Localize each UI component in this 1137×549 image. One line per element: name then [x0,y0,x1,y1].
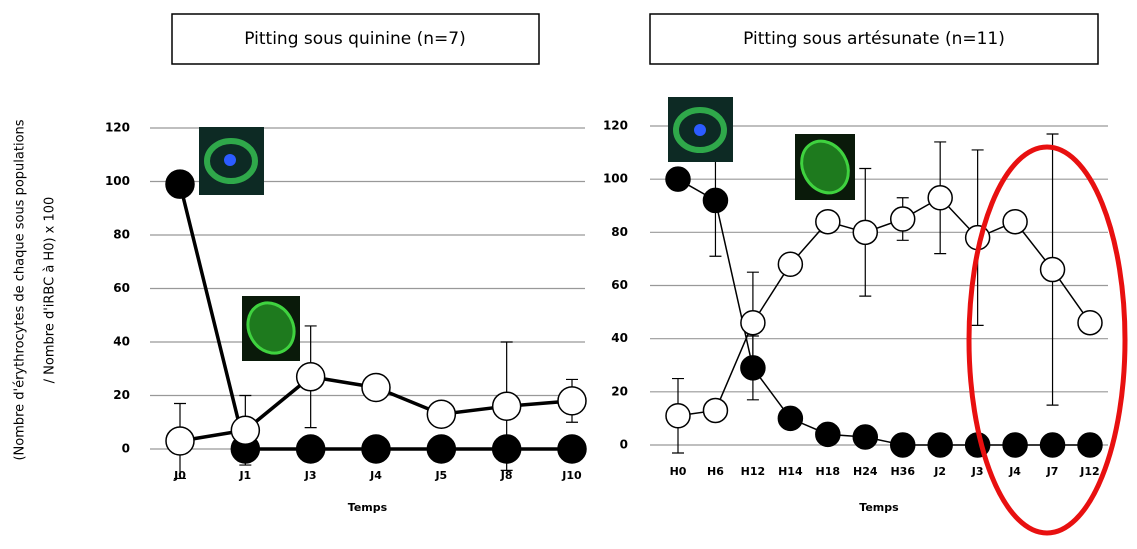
y-tick-label: 0 [620,438,628,452]
x-tick-label: J4 [369,469,382,482]
x-tick-label: H24 [853,465,878,478]
marker [815,421,841,448]
y-tick-label: 120 [603,119,628,133]
thumbnail [199,127,264,195]
x-tick-label: J3 [304,469,317,482]
chart-title: Pitting sous artésunate (n=11) [743,29,1005,49]
y-label: (Nombre d'érythrocytes de chaque sous po… [13,119,58,460]
marker [777,405,804,432]
y-tick-label: 20 [611,384,628,398]
x-tick-label: J7 [1046,465,1059,478]
title-box [171,13,540,65]
marker [927,432,953,458]
marker [491,391,522,421]
x-tick-label: J10 [561,469,582,482]
marker [889,432,916,458]
marker [426,434,457,464]
x-tick-label: H18 [816,465,841,478]
thumbnail [242,296,300,361]
x-tick-label: H14 [778,465,803,478]
x-tick-label: J4 [1008,465,1021,478]
title-box [649,13,1099,65]
y-tick-label: 0 [122,442,130,456]
marker [740,309,766,336]
marker [665,166,691,192]
x-tick-label: J3 [971,465,984,478]
x-tick-label: J12 [1079,465,1099,478]
marker [852,424,879,450]
marker [1077,432,1103,458]
y-tick-label: 40 [113,335,130,349]
x-tick-label: H12 [741,465,766,478]
y-tick-label: 60 [113,281,130,295]
x-tick-label: J2 [933,465,946,478]
marker [165,169,195,199]
x-tick-label: H36 [890,465,915,478]
marker [927,185,953,211]
marker [295,362,326,392]
marker [1002,432,1028,458]
marker [557,386,587,416]
marker [852,219,879,246]
thumbnail [668,97,733,162]
marker [165,426,195,456]
y-tick-label: 100 [603,172,628,186]
marker [361,434,391,464]
y-label-line: (Nombre d'érythrocytes de chaque sous po… [13,119,28,460]
x-tick-label: J1 [238,469,251,482]
marker [361,372,391,403]
x-label: Temps [859,501,899,514]
y-tick-label: 80 [611,225,628,239]
marker [1077,309,1103,336]
y-tick-label: 40 [611,331,628,345]
marker [740,355,766,381]
chart-title: Pitting sous quinine (n=7) [244,29,465,49]
marker [295,434,326,464]
x-label: Temps [348,501,388,514]
marker [815,208,841,235]
marker [1039,432,1066,458]
x-tick-label: H0 [670,465,687,478]
y-tick-label: 60 [611,278,628,292]
marker [777,251,804,277]
y-tick-label: 100 [105,174,130,188]
marker [1039,256,1066,283]
x-tick-label: J8 [500,469,513,482]
marker [557,434,587,464]
y-tick-label: 20 [113,388,130,402]
series-line [677,178,1090,446]
marker [426,399,457,429]
marker [1002,208,1028,235]
highlight-ellipse [966,144,1128,536]
x-tick-label: H6 [707,465,724,478]
marker [491,434,522,464]
x-tick-label: J5 [434,469,447,482]
y-tick-label: 80 [113,228,130,242]
y-tick-label: 120 [105,121,130,135]
marker [702,187,729,214]
marker [665,403,691,429]
thumbnail [795,134,855,200]
marker [889,206,916,232]
y-label-line: / Nombre d'iRBC à H0) x 100 [43,197,58,384]
marker [230,415,261,446]
marker [702,397,729,424]
